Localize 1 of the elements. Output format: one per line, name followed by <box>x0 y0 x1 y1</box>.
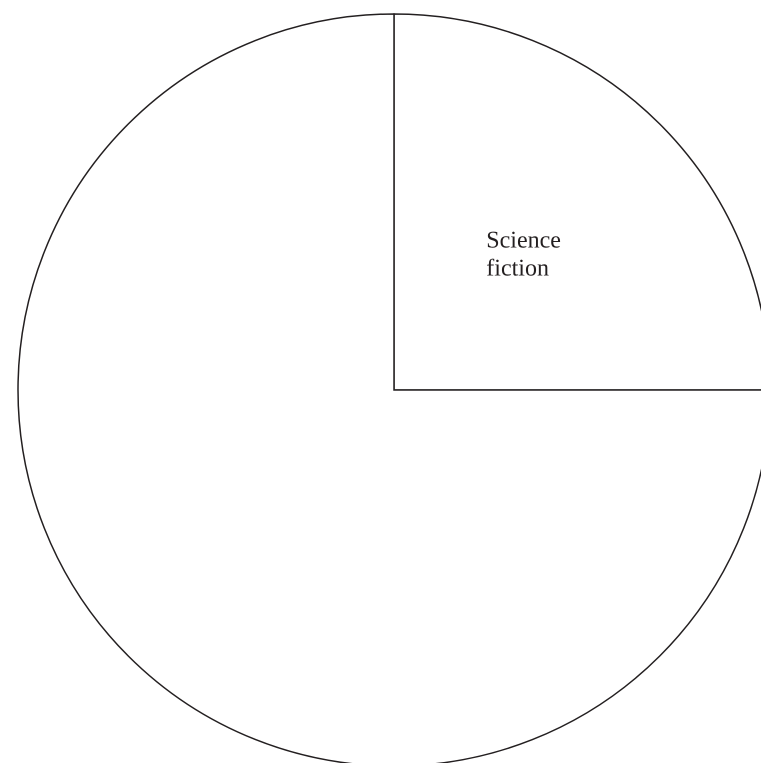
slice-label: Science fiction <box>486 228 561 282</box>
